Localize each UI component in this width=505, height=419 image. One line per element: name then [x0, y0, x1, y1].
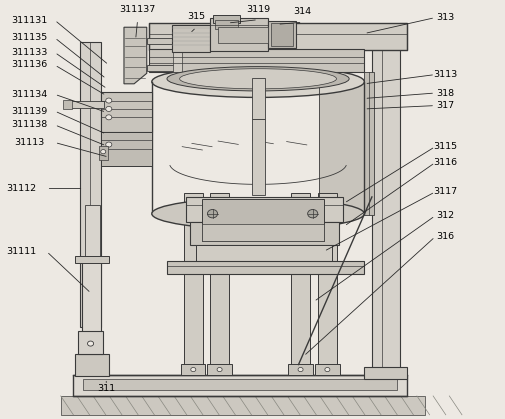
Text: 311136: 311136 — [11, 60, 47, 70]
Bar — [202, 199, 323, 241]
Bar — [217, 27, 268, 43]
Bar — [318, 84, 364, 214]
Text: 312: 312 — [435, 211, 453, 220]
Circle shape — [106, 98, 112, 103]
Bar — [183, 193, 203, 262]
Bar — [210, 18, 268, 51]
Bar — [146, 65, 177, 71]
Bar — [364, 367, 407, 379]
Circle shape — [106, 106, 112, 111]
Circle shape — [106, 142, 112, 147]
Bar — [82, 260, 101, 375]
Bar — [207, 364, 231, 375]
Bar — [189, 222, 338, 245]
Bar — [210, 193, 229, 262]
Bar — [202, 224, 323, 241]
Circle shape — [106, 115, 112, 120]
Circle shape — [324, 367, 329, 372]
Bar — [75, 256, 109, 263]
Bar — [75, 354, 109, 376]
Polygon shape — [124, 27, 146, 84]
Bar — [78, 331, 103, 354]
Bar — [270, 23, 293, 46]
Text: 31111: 31111 — [6, 247, 36, 256]
Text: 311: 311 — [97, 384, 115, 393]
Text: 3115: 3115 — [432, 142, 457, 151]
Ellipse shape — [179, 69, 336, 89]
Bar — [61, 396, 424, 415]
Text: 311131: 311131 — [11, 16, 47, 25]
Text: 315: 315 — [187, 12, 205, 21]
Bar — [288, 364, 312, 375]
Text: 31113: 31113 — [14, 138, 44, 147]
Ellipse shape — [152, 66, 364, 97]
Bar — [268, 21, 295, 48]
Bar — [146, 38, 177, 44]
Bar — [183, 274, 203, 371]
Circle shape — [307, 210, 317, 218]
Circle shape — [87, 341, 93, 346]
Circle shape — [100, 150, 106, 154]
Bar — [149, 23, 407, 50]
Bar — [101, 132, 152, 166]
Bar — [172, 25, 210, 52]
Bar — [210, 274, 229, 371]
Text: 311135: 311135 — [11, 33, 47, 42]
Text: 318: 318 — [435, 88, 453, 98]
Bar — [173, 37, 182, 72]
Bar — [181, 364, 205, 375]
Text: 317: 317 — [435, 101, 453, 110]
Text: 311134: 311134 — [11, 90, 47, 99]
Ellipse shape — [152, 198, 364, 230]
Text: 311139: 311139 — [11, 106, 47, 116]
Bar — [186, 197, 342, 222]
Bar — [290, 274, 310, 371]
Circle shape — [207, 210, 217, 218]
Text: 311138: 311138 — [11, 120, 47, 129]
Bar — [315, 364, 339, 375]
Text: 3116: 3116 — [432, 158, 457, 167]
Bar — [317, 193, 336, 262]
Text: 311133: 311133 — [11, 48, 47, 57]
Bar — [317, 274, 336, 371]
Text: 31112: 31112 — [6, 184, 36, 193]
Ellipse shape — [167, 67, 348, 91]
Bar — [371, 42, 399, 375]
Bar — [364, 72, 374, 215]
Bar — [73, 375, 407, 396]
Text: 314: 314 — [293, 7, 311, 16]
Text: 313: 313 — [435, 13, 453, 22]
Bar — [251, 78, 264, 119]
Circle shape — [217, 367, 222, 372]
Text: 316: 316 — [435, 232, 453, 241]
Bar — [84, 205, 99, 260]
Bar — [66, 101, 104, 108]
Bar — [80, 42, 101, 327]
Circle shape — [190, 367, 195, 372]
Bar — [212, 15, 240, 23]
Text: 311137: 311137 — [119, 5, 156, 14]
Bar — [149, 49, 364, 72]
Bar — [251, 119, 264, 195]
Text: 3119: 3119 — [245, 5, 270, 14]
Circle shape — [297, 367, 302, 372]
Bar — [290, 193, 310, 262]
Bar — [83, 379, 396, 390]
Bar — [167, 261, 364, 274]
Bar — [63, 100, 72, 109]
Bar — [196, 245, 331, 261]
Text: 3117: 3117 — [432, 187, 457, 197]
Bar — [101, 92, 152, 132]
Text: 3113: 3113 — [432, 70, 457, 79]
Bar — [98, 146, 108, 160]
Bar — [215, 20, 237, 29]
